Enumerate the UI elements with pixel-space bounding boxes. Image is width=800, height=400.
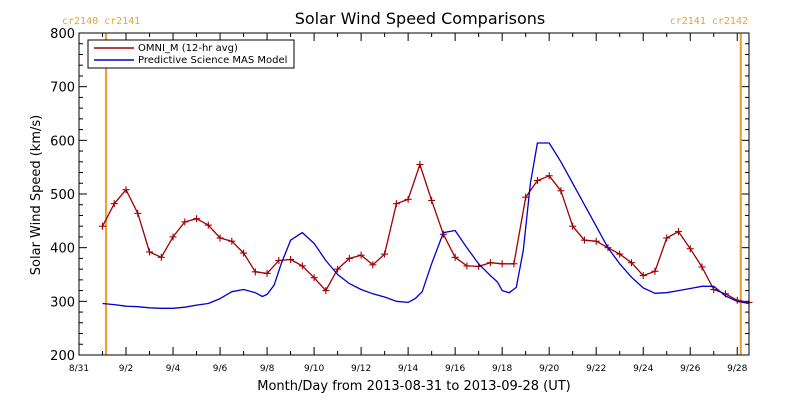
- omni-data-point: [639, 272, 647, 280]
- omni-series-line: [101, 163, 750, 304]
- omni-data-point: [580, 236, 588, 244]
- omni-data-point: [240, 249, 248, 257]
- omni-data-point: [181, 218, 189, 226]
- series-layer: [99, 142, 753, 309]
- x-tick-label: 9/18: [492, 364, 512, 374]
- x-tick-label: 9/22: [586, 364, 606, 374]
- legend-box: [87, 39, 295, 69]
- omni-data-point: [616, 250, 624, 258]
- x-tick-label: 9/8: [260, 364, 275, 374]
- x-axis-label: Month/Day from 2013-08-31 to 2013-09-28 …: [257, 379, 570, 394]
- legend-label-omni: OMNI_M (12-hr avg): [138, 43, 238, 54]
- omni-data-point: [522, 193, 530, 201]
- x-tick-label: 9/16: [445, 364, 465, 374]
- omni-data-point: [404, 195, 412, 203]
- omni-data-point: [369, 261, 377, 269]
- omni-data-point: [169, 233, 177, 241]
- omni-data-point: [216, 234, 224, 242]
- omni-data-point: [345, 254, 353, 262]
- omni-data-point: [451, 253, 459, 261]
- model-series-line: [102, 142, 750, 309]
- omni-data-point: [357, 251, 365, 259]
- omni-data-point: [251, 268, 259, 276]
- omni-data-point: [698, 263, 706, 271]
- x-tick-label: 8/31: [69, 364, 89, 374]
- omni-data-point: [392, 200, 400, 208]
- omni-data-point: [146, 248, 154, 256]
- plot-frame: [78, 32, 750, 356]
- carrington-label: cr2140 cr2141: [62, 16, 140, 27]
- omni-data-point: [710, 286, 718, 294]
- y-tick-label: 400: [50, 242, 75, 257]
- omni-data-point: [651, 267, 659, 275]
- omni-data-point: [287, 255, 295, 263]
- y-tick-label: 500: [50, 188, 75, 203]
- x-tick-label: 9/24: [633, 364, 653, 374]
- y-tick-label: 300: [50, 295, 75, 310]
- x-tick-label: 9/4: [166, 364, 181, 374]
- omni-data-point: [122, 186, 130, 194]
- omni-data-point: [686, 245, 694, 253]
- omni-data-point: [627, 259, 635, 267]
- omni-data-point: [228, 237, 236, 245]
- omni-data-point: [334, 265, 342, 273]
- axes-layer: 200 300 400 500 600 700 800 8/31 9/2 9/4 9/6 9/8 9/1…: [50, 27, 749, 374]
- x-tick-label: 9/26: [680, 364, 700, 374]
- omni-data-point: [674, 228, 682, 236]
- x-tick-label: 9/20: [539, 364, 559, 374]
- omni-data-point: [510, 260, 518, 268]
- omni-data-point: [204, 221, 212, 229]
- omni-data-point: [110, 200, 118, 208]
- omni-data-point: [663, 234, 671, 242]
- omni-data-point: [275, 257, 283, 265]
- omni-data-point: [310, 274, 318, 282]
- x-tick-label: 9/10: [304, 364, 324, 374]
- carrington-label: cr2141 cr2142: [670, 16, 748, 27]
- omni-data-point: [463, 262, 471, 270]
- omni-data-point: [322, 287, 330, 295]
- omni-data-point: [498, 260, 506, 268]
- y-axis-label: Solar Wind Speed (km/s): [29, 115, 44, 275]
- y-tick-label: 200: [50, 349, 75, 364]
- y-tick-label: 600: [50, 134, 75, 149]
- omni-data-point: [569, 222, 577, 230]
- legend-label-model: Predictive Science MAS Model: [138, 55, 287, 66]
- omni-data-point: [486, 259, 494, 267]
- x-tick-label: 9/12: [351, 364, 371, 374]
- omni-data-point: [416, 160, 424, 168]
- omni-data-point: [381, 250, 389, 258]
- omni-data-point: [557, 187, 565, 195]
- x-tick-label: 9/6: [213, 364, 228, 374]
- omni-data-point: [298, 262, 306, 270]
- legend: OMNI_M (12-hr avg) Predictive Science MA…: [87, 39, 295, 69]
- omni-data-point: [592, 237, 600, 245]
- x-tick-label: 9/2: [119, 364, 133, 374]
- omni-data-point: [263, 269, 271, 277]
- y-tick-label: 700: [50, 81, 75, 96]
- omni-data-point: [545, 172, 553, 180]
- x-tick-label: 9/14: [398, 364, 418, 374]
- omni-data-point: [428, 196, 436, 204]
- omni-data-point: [193, 215, 201, 223]
- chart-title: Solar Wind Speed Comparisons: [295, 9, 546, 28]
- omni-data-point: [533, 177, 541, 185]
- y-tick-label: 800: [50, 27, 75, 42]
- omni-data-point: [157, 253, 165, 261]
- omni-data-point: [134, 209, 142, 217]
- omni-data-point: [99, 222, 107, 230]
- x-tick-label: 9/28: [727, 364, 747, 374]
